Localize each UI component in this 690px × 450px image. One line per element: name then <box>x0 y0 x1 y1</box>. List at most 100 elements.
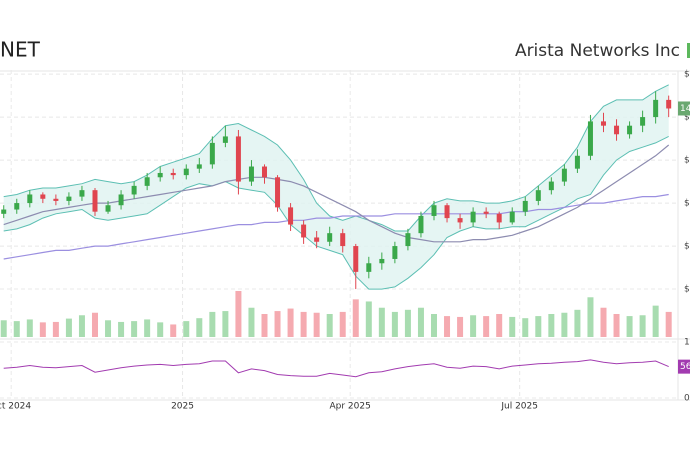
volume-bar <box>105 320 112 337</box>
y-tick-label: $ <box>684 113 690 123</box>
candle-body <box>157 172 163 178</box>
candle-body <box>327 233 333 242</box>
candle-body <box>183 168 189 176</box>
volume-bar <box>404 309 411 337</box>
candle-body <box>379 258 385 264</box>
volume-bar <box>365 301 372 337</box>
volume-bar <box>483 316 490 337</box>
candle-body <box>222 136 228 143</box>
candle-body <box>288 207 294 225</box>
volume-bar <box>183 321 190 337</box>
candle-body <box>470 211 476 223</box>
candle-body <box>522 200 528 212</box>
candle-body <box>66 196 72 201</box>
volume-bar <box>196 318 203 337</box>
candle-body <box>340 233 346 247</box>
candle-body <box>118 194 124 206</box>
volume-bar <box>600 307 607 337</box>
volume-bar <box>0 320 7 337</box>
x-tick-label: Apr 2025 <box>330 402 371 412</box>
rsi-tag <box>678 359 690 374</box>
volume-bar <box>339 311 346 337</box>
band-upper <box>3 84 669 232</box>
volume-bar <box>222 311 229 337</box>
volume-bar <box>209 311 216 337</box>
candle-body <box>79 190 85 197</box>
candle-body <box>548 181 554 191</box>
candle-body <box>600 121 606 126</box>
volume-bar <box>287 308 294 337</box>
ma-slow <box>3 193 669 260</box>
x-tick-label: ct 2024 <box>0 402 31 412</box>
y-tick-label: $ <box>684 156 690 166</box>
candle-body <box>574 155 580 169</box>
volume-bar <box>470 315 477 337</box>
candle-body <box>235 136 241 182</box>
candle-body <box>170 172 176 176</box>
candle-body <box>405 233 411 247</box>
volume-bar <box>118 321 125 337</box>
volume-bar <box>13 321 20 337</box>
candle-body <box>509 211 515 223</box>
volume-bar <box>417 307 424 337</box>
candle-body <box>640 117 646 126</box>
volume-bar <box>626 316 633 337</box>
candle-body <box>392 246 398 259</box>
candle-body <box>14 203 20 210</box>
volume-bar <box>91 312 98 337</box>
candle-body <box>53 198 59 201</box>
candle-body <box>627 125 633 135</box>
y-tick-label: $ <box>684 242 690 252</box>
candle-body <box>587 121 593 156</box>
volume-bar <box>587 297 594 337</box>
volume-bar <box>235 291 242 337</box>
volume-bar <box>39 322 46 337</box>
candle-body <box>131 185 137 195</box>
volume-bar <box>522 318 529 337</box>
price-tag-label: 14 <box>680 104 690 114</box>
volume-bar <box>652 305 659 337</box>
volume-bar <box>509 316 516 337</box>
candle-body <box>496 213 502 223</box>
candle-body <box>209 142 215 165</box>
chart-subtitle: Arista Networks Inc <box>515 41 680 61</box>
volume-bar <box>444 316 451 337</box>
volume-bar <box>131 321 138 337</box>
rsi-tick-label: 1 <box>684 338 690 348</box>
candle-body <box>92 190 98 212</box>
candle-body <box>561 168 567 182</box>
volume-bar <box>65 318 72 337</box>
price-tag <box>678 101 690 116</box>
volume-bar <box>326 314 333 337</box>
candle-body <box>431 205 437 216</box>
candle-body <box>105 205 111 212</box>
volume-bar <box>535 316 542 337</box>
volume-bar <box>78 315 85 337</box>
band-fill <box>3 84 669 290</box>
volume-bar <box>26 319 33 337</box>
volume-bar <box>313 312 320 337</box>
y-tick-label: $ <box>684 70 690 80</box>
volume-bar <box>352 299 359 337</box>
volume-bar <box>274 311 281 337</box>
volume-bar <box>170 324 177 337</box>
chart-title: NET <box>0 38 41 62</box>
x-tick-label: Jul 2025 <box>500 402 538 412</box>
rsi-tick-label: 0 <box>684 394 690 404</box>
volume-bar <box>300 311 307 337</box>
volume-bar <box>457 316 464 337</box>
volume-bar <box>378 307 385 337</box>
candle-body <box>248 166 254 182</box>
candle-body <box>40 194 46 199</box>
candle-body <box>261 166 267 178</box>
legend-marker <box>687 43 690 58</box>
candle-body <box>196 164 202 169</box>
candle-body <box>614 125 620 135</box>
x-tick-label: 2025 <box>171 402 194 412</box>
rsi-tag-label: 56 <box>680 362 690 372</box>
candle-body <box>653 99 659 118</box>
candle-body <box>457 218 463 223</box>
candle-body <box>535 190 541 201</box>
